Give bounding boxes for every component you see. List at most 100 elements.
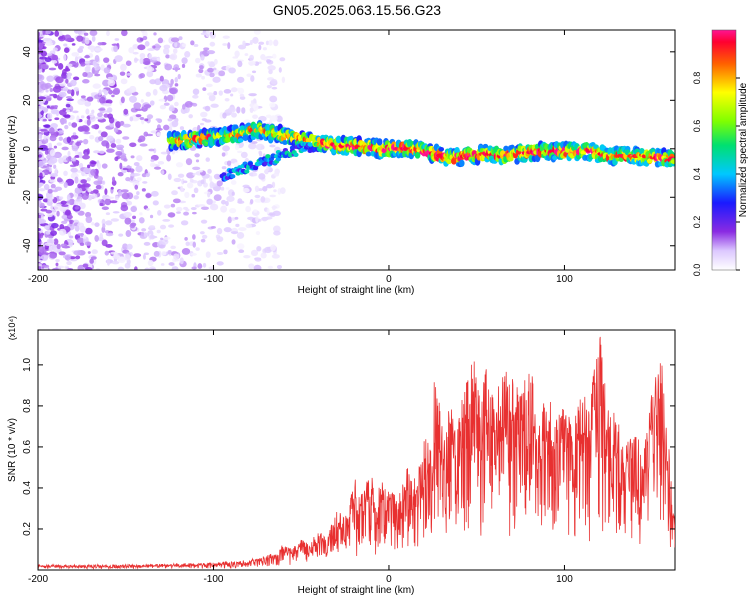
heatmap-noise-blob — [97, 112, 103, 118]
heatmap-noise-blob — [71, 145, 79, 152]
heatmap-noise-blob — [74, 150, 79, 155]
heatmap-noise-blob — [153, 250, 160, 257]
heatmap-noise-blob — [234, 144, 240, 151]
heatmap-noise-blob — [261, 217, 268, 222]
heatmap-noise-blob — [141, 173, 147, 178]
heatmap-noise-blob — [202, 87, 207, 92]
heatmap-noise-blob — [262, 47, 267, 51]
heatmap-noise-blob — [108, 116, 115, 124]
heatmap-noise-blob — [156, 229, 161, 234]
heatmap-noise-blob — [141, 228, 147, 232]
heatmap-noise-blob — [71, 43, 76, 46]
heatmap-noise-blob — [184, 237, 188, 241]
heatmap-noise-blob — [173, 177, 182, 183]
heatmap-noise-blob — [111, 94, 115, 98]
heatmap-noise-blob — [271, 86, 278, 90]
heatmap-noise-blob — [61, 204, 69, 208]
heatmap-noise-blob — [78, 151, 83, 159]
heatmap-noise-blob — [174, 41, 178, 48]
heatmap-noise-blob — [208, 266, 216, 270]
colorbar: 0.0 0.2 0.4 0.6 0.8 Normalized spectral ampl… — [692, 29, 749, 276]
heatmap-noise-blob — [82, 263, 89, 268]
heatmap-noise-blob — [72, 110, 79, 114]
heatmap-noise-blob — [268, 69, 273, 75]
heatmap-noise-blob — [222, 35, 230, 39]
heatmap-noise-blob — [38, 42, 44, 50]
heatmap-noise-blob — [192, 166, 201, 171]
heatmap-noise-blob — [68, 122, 72, 127]
heatmap-noise-blob — [168, 88, 178, 95]
heatmap-noise-blob — [167, 212, 176, 218]
heatmap-noise-blob — [38, 206, 41, 213]
heatmap-noise-blob — [231, 112, 237, 118]
heatmap-noise-blob — [176, 206, 183, 212]
chart-title: GN05.2025.063.15.56.G23 — [273, 2, 441, 18]
heatmap-noise-blob — [136, 155, 143, 162]
heatmap-noise-blob — [143, 131, 149, 137]
heatmap-noise-blob — [97, 42, 103, 46]
heatmap-noise-blob — [269, 95, 278, 103]
heatmap-noise-blob — [246, 73, 252, 77]
heatmap-noise-blob — [40, 202, 45, 209]
heatmap-noise-blob — [38, 188, 46, 192]
heatmap-noise-blob — [201, 75, 206, 80]
heatmap-noise-blob — [184, 50, 191, 58]
spectrogram-y-tick-label: -20 — [22, 190, 33, 205]
heatmap-noise-blob — [204, 119, 212, 123]
heatmap-noise-blob — [63, 34, 72, 42]
heatmap-noise-blob — [54, 167, 58, 175]
heatmap-noise-blob — [174, 83, 179, 87]
heatmap-noise-blob — [139, 57, 144, 65]
heatmap-noise-blob — [66, 98, 74, 102]
heatmap-noise-blob — [57, 265, 65, 269]
heatmap-noise-blob — [222, 112, 227, 119]
heatmap-noise-blob — [145, 91, 151, 97]
heatmap-noise-blob — [41, 264, 50, 268]
heatmap-noise-blob — [81, 192, 89, 200]
heatmap-noise-blob — [48, 84, 53, 88]
colorbar-tick-label: 0.2 — [692, 216, 702, 229]
heatmap-noise-blob — [76, 170, 83, 173]
heatmap-noise-blob — [171, 190, 178, 196]
heatmap-noise-blob — [202, 262, 207, 268]
heatmap-noise-blob — [163, 236, 171, 240]
heatmap-noise-blob — [159, 104, 167, 110]
heatmap-noise-blob — [38, 266, 42, 270]
heatmap-noise-blob — [58, 251, 66, 256]
heatmap-noise-blob — [94, 73, 101, 77]
heatmap-noise-blob — [48, 246, 53, 252]
heatmap-noise-blob — [213, 58, 218, 65]
heatmap-noise-blob — [108, 89, 113, 95]
heatmap-noise-blob — [252, 172, 258, 177]
heatmap-noise-blob — [66, 194, 71, 201]
heatmap-noise-blob — [114, 195, 119, 201]
heatmap-noise-blob — [38, 74, 45, 82]
heatmap-noise-blob — [159, 75, 164, 82]
heatmap-branch-cell — [293, 152, 299, 158]
heatmap-noise-blob — [190, 207, 197, 211]
heatmap-noise-blob — [216, 227, 223, 235]
heatmap-noise-blob — [209, 181, 215, 189]
heatmap-noise-blob — [149, 214, 154, 219]
heatmap-noise-blob — [136, 191, 140, 196]
heatmap-noise-blob — [191, 266, 197, 270]
heatmap-noise-blob — [269, 102, 276, 108]
heatmap-noise-blob — [249, 198, 254, 205]
heatmap-noise-blob — [120, 78, 128, 85]
heatmap-noise-blob — [152, 45, 156, 49]
heatmap-noise-blob — [149, 162, 156, 168]
heatmap-noise-blob — [94, 47, 103, 52]
heatmap-noise-blob — [92, 83, 101, 89]
heatmap-noise-blob — [134, 184, 139, 190]
heatmap-noise-blob — [38, 31, 41, 37]
heatmap-noise-blob — [236, 231, 245, 239]
heatmap-noise-blob — [43, 134, 47, 140]
heatmap-noise-blob — [70, 167, 78, 173]
heatmap-noise-blob — [253, 209, 258, 213]
heatmap-noise-blob — [58, 129, 64, 134]
heatmap-noise-blob — [221, 166, 227, 170]
heatmap-noise-blob — [186, 182, 194, 189]
heatmap-noise-blob — [140, 231, 145, 236]
